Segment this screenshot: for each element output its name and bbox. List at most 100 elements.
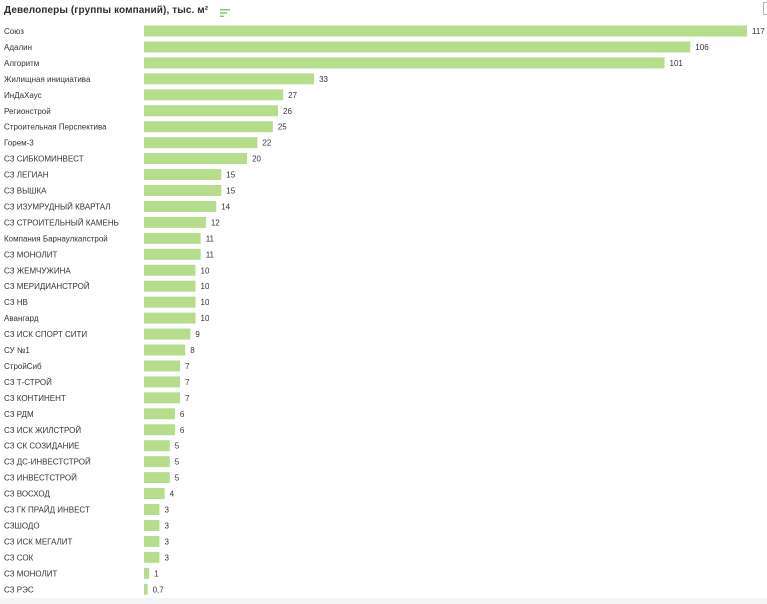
value-label: 10: [201, 314, 210, 323]
bar-row: СЗ ЖЕМЧУЖИНА 10: [4, 264, 210, 276]
bar-row: СЗ МОНОЛИТ 11: [4, 248, 215, 260]
value-label: 14: [221, 202, 230, 211]
bar-row: СЗ ДС-ИНВЕСТСТРОЙ 5: [4, 456, 180, 468]
bar-row: СУ №1 8: [4, 344, 195, 356]
bar-row: Авангард 10: [4, 312, 210, 324]
value-label: 26: [283, 107, 292, 116]
bar[interactable]: [144, 248, 201, 260]
value-label: 3: [164, 553, 169, 562]
category-label: СЗ ЖЕМЧУЖИНА: [4, 266, 71, 275]
category-label: СЗШОДО: [4, 521, 40, 530]
bar-row: Адалин 106: [4, 41, 709, 53]
bar[interactable]: [144, 424, 175, 436]
bar-row: СЗ СОК 3: [4, 551, 169, 563]
value-label: 5: [175, 458, 180, 467]
bar[interactable]: [144, 392, 181, 404]
bar-row: СЗ ЛЕГИАН 15: [4, 169, 236, 181]
value-label: 22: [262, 139, 271, 148]
bar-row: СЗ ИСК МЕГАЛИТ 3: [4, 535, 169, 547]
bar[interactable]: [144, 312, 196, 324]
chart-header: Девелоперы (группы компаний), тыс. м²: [4, 3, 231, 17]
bar-row: Компания Барнаулкапстрой 11: [4, 232, 215, 244]
bar-row: СтройСиб 7: [4, 360, 190, 372]
category-label: ИнДаХаус: [4, 91, 42, 100]
bar[interactable]: [144, 488, 165, 500]
bar-row: СЗ ИЗУМРУДНЫЙ КВАРТАЛ 14: [4, 200, 231, 212]
bar[interactable]: [144, 504, 160, 515]
bar[interactable]: [144, 137, 258, 149]
bar-row: СЗ Т-СТРОЙ 7: [4, 376, 190, 388]
bar-row: СЗ МОНОЛИТ 1: [4, 567, 159, 579]
category-label: Горем-3: [4, 139, 34, 148]
value-label: 5: [175, 474, 180, 483]
value-label: 6: [180, 410, 185, 419]
sort-lines-icon[interactable]: [220, 5, 231, 17]
value-label: 33: [319, 75, 328, 84]
bar-row: СЗ ГК ПРАЙД ИНВЕСТ 3: [4, 504, 169, 515]
category-label: СЗ РЭС: [4, 585, 34, 594]
bar-row: СЗ РЭС 0,7: [4, 583, 164, 595]
category-label: СУ №1: [4, 346, 30, 355]
bar[interactable]: [144, 57, 665, 69]
bar[interactable]: [144, 376, 181, 388]
bar-row: СЗ КОНТИНЕНТ 7: [4, 392, 190, 404]
bar[interactable]: [144, 360, 181, 372]
bar[interactable]: [144, 25, 747, 37]
bar[interactable]: [144, 232, 201, 244]
panel-edge-bracket: [763, 2, 767, 15]
bar[interactable]: [144, 41, 691, 53]
category-label: Алгоритм: [4, 59, 39, 68]
bar-row: СЗ РДМ 6: [4, 408, 185, 420]
bar-row: СЗ СИБКОМИНВЕСТ 20: [4, 153, 262, 165]
bar[interactable]: [144, 551, 160, 563]
category-label: СЗ РДМ: [4, 410, 34, 419]
value-label: 7: [185, 378, 190, 387]
bar[interactable]: [144, 408, 175, 420]
bar-row: ИнДаХаус 27: [4, 89, 298, 101]
category-label: Жилищная инициатива: [4, 75, 91, 84]
category-label: СЗ ИСК ЖИЛСТРОЙ: [4, 426, 81, 435]
value-label: 27: [288, 91, 297, 100]
category-label: СЗ ВЫШКА: [4, 187, 47, 196]
category-label: СЗ ИСК СПОРТ СИТИ: [4, 330, 87, 339]
bar[interactable]: [144, 89, 284, 101]
category-label: СЗ СОК: [4, 553, 34, 562]
bar[interactable]: [144, 73, 315, 85]
value-label: 15: [226, 171, 235, 180]
bar-row: Жилищная инициатива 33: [4, 73, 329, 85]
value-label: 12: [211, 218, 220, 227]
bar[interactable]: [144, 121, 273, 133]
bar[interactable]: [144, 535, 160, 547]
bar[interactable]: [144, 264, 196, 276]
bar[interactable]: [144, 169, 222, 181]
value-label: 3: [164, 537, 169, 546]
bar[interactable]: [144, 328, 191, 340]
bar[interactable]: [144, 456, 170, 468]
bar[interactable]: [144, 200, 217, 212]
bar[interactable]: [144, 567, 150, 579]
value-label: 101: [670, 59, 684, 68]
category-label: Компания Барнаулкапстрой: [4, 234, 108, 243]
value-label: 8: [190, 346, 195, 355]
value-label: 4: [170, 490, 175, 499]
bar[interactable]: [144, 185, 222, 196]
bar[interactable]: [144, 105, 278, 117]
bar[interactable]: [144, 280, 196, 292]
bar[interactable]: [144, 216, 206, 228]
bar[interactable]: [144, 519, 160, 531]
bar[interactable]: [144, 472, 170, 484]
bar[interactable]: [144, 344, 186, 356]
value-label: 20: [252, 155, 261, 164]
value-label: 10: [201, 266, 210, 275]
value-label: 11: [206, 234, 215, 243]
panel-bottom-strip: [0, 598, 767, 604]
bar[interactable]: [144, 153, 248, 165]
category-label: Адалин: [4, 43, 32, 52]
bar[interactable]: [144, 296, 196, 308]
bar-row: Горем-3 22: [4, 137, 272, 149]
bar[interactable]: [144, 583, 148, 595]
bar-row: СЗ СК СОЗИДАНИЕ 5: [4, 440, 180, 452]
category-label: Авангард: [4, 314, 39, 323]
value-label: 9: [195, 330, 200, 339]
bar[interactable]: [144, 440, 170, 452]
